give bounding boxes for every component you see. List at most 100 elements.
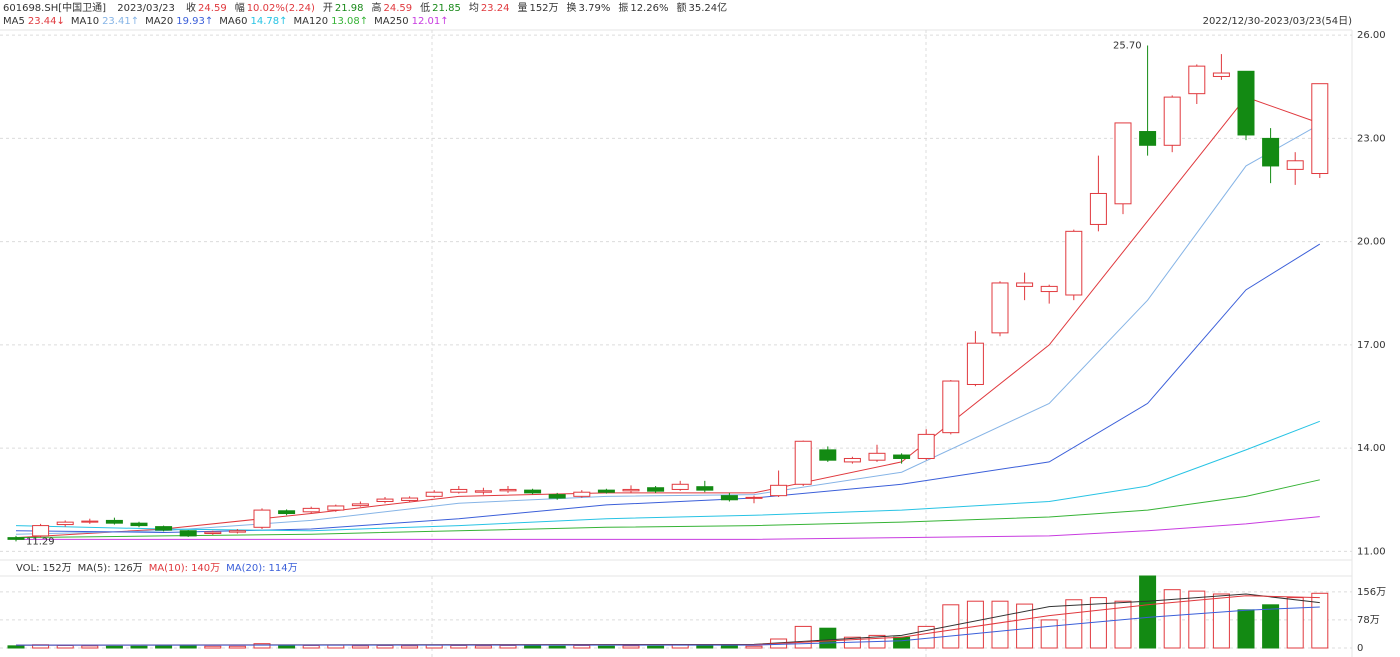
field-label: 换: [567, 1, 577, 14]
legend-value: 126万: [114, 563, 143, 574]
field-label: 幅: [235, 1, 245, 14]
candle-body: [1188, 65, 1206, 95]
legend-name: MA(10):: [149, 563, 188, 574]
candle-body: [425, 491, 443, 497]
candle-body: [179, 530, 197, 537]
volume-bar: [302, 644, 320, 649]
candle-body: [966, 342, 984, 385]
volume-bar: [1212, 593, 1230, 649]
candle-body: [819, 449, 837, 461]
volume-bar: [1040, 619, 1058, 649]
candle-body: [1262, 137, 1280, 167]
field-value: 23.24: [481, 3, 510, 14]
candle-body: [868, 452, 886, 461]
candle-body: [573, 491, 591, 497]
candle-body: [499, 488, 517, 492]
volume-bar: [1163, 589, 1181, 649]
candle-body: [794, 440, 812, 485]
field-label: 低: [420, 1, 430, 14]
volume-bar: [548, 645, 566, 649]
candle-body: [770, 484, 788, 497]
volume-bar: [573, 644, 591, 649]
candle-body: [1237, 70, 1255, 136]
y-tick-label: 26.00: [1357, 30, 1386, 41]
candle-body: [1139, 131, 1157, 146]
candle-body: [1089, 192, 1107, 225]
ma-line: [15, 479, 1320, 539]
candle-body: [81, 520, 99, 523]
field-label: 收: [186, 1, 196, 14]
y-tick-label: 14.00: [1357, 443, 1386, 454]
candle-body: [1163, 96, 1181, 146]
field-value: 152万: [529, 3, 558, 14]
symbol: 601698.SH[中国卫通]: [3, 1, 106, 14]
volume-bar: [647, 645, 665, 649]
candle-body: [597, 489, 615, 493]
candle-body: [105, 519, 123, 524]
ma-line: [15, 420, 1320, 532]
ma-line: [16, 516, 1320, 540]
header: 601698.SH[中国卫通] 2023/03/23 收 24.59 幅 10.02%…: [3, 1, 727, 14]
legend-name: MA5: [3, 16, 25, 27]
candle-body: [893, 454, 911, 459]
volume-bar: [524, 645, 542, 649]
legend-value: 19.93↑: [176, 16, 213, 27]
candle-body: [253, 509, 271, 528]
volume-bar: [1114, 600, 1132, 649]
volume-bar: [56, 644, 74, 649]
volume-bar: [966, 600, 984, 649]
volume-bar: [1139, 575, 1157, 649]
candle-body: [7, 537, 25, 540]
candle-body: [917, 433, 935, 459]
vol-legend: VOL: 152万 MA(5): 126万 MA(10): 140万 MA(20): 114万: [16, 563, 298, 574]
legend-name: MA120: [294, 16, 329, 27]
y-tick-label: 11.00: [1357, 546, 1386, 557]
ma-line: [16, 606, 1320, 646]
candle-body: [696, 486, 714, 491]
candle-body: [450, 488, 468, 493]
field-label: 额: [676, 1, 686, 14]
volume-bar: [228, 645, 246, 649]
candle-body: [671, 483, 689, 490]
date: 2023/03/23: [117, 3, 175, 14]
legend-name: MA60: [219, 16, 247, 27]
volume-bar: [278, 645, 296, 649]
field-value: 21.85: [432, 3, 461, 14]
field-value: 12.26%: [630, 3, 668, 14]
candle-body: [204, 531, 222, 534]
annotation: 11.29: [26, 536, 55, 547]
candle-body: [376, 498, 394, 502]
volume-bar: [253, 643, 271, 649]
volume-bar: [893, 636, 911, 649]
volume-bar: [1237, 609, 1255, 649]
volume-bar: [622, 645, 640, 649]
candle-body: [1212, 72, 1230, 77]
legend-value: 23.44↓: [28, 16, 65, 27]
field-label: 量: [517, 2, 527, 14]
legend-value: 12.01↑: [412, 16, 449, 27]
candle-body: [228, 530, 246, 533]
y-tick-label: 20.00: [1357, 237, 1386, 248]
volume-bar: [499, 644, 517, 649]
volume-bar: [204, 645, 222, 649]
legend-name: MA20: [145, 16, 173, 27]
legend-name: MA(5):: [78, 563, 111, 574]
candle-body: [130, 522, 148, 527]
field-value: 21.98: [335, 3, 364, 14]
date-range[interactable]: 2022/12/30-2023/03/23(54日): [1203, 16, 1353, 27]
volume-bar: [794, 625, 812, 649]
legend-name: MA250: [374, 16, 409, 27]
candle-body: [32, 525, 50, 537]
field-label: 均: [469, 2, 479, 14]
candle-body: [278, 510, 296, 515]
candle-body: [548, 494, 566, 499]
candle-body: [1065, 230, 1083, 296]
volume-bar: [105, 645, 123, 649]
volume-bar: [7, 645, 25, 649]
volume-bar: [351, 645, 369, 649]
volume-bar: [1016, 603, 1034, 649]
legend-name: MA10: [71, 16, 99, 27]
y-tick-label: 78万: [1357, 615, 1380, 626]
